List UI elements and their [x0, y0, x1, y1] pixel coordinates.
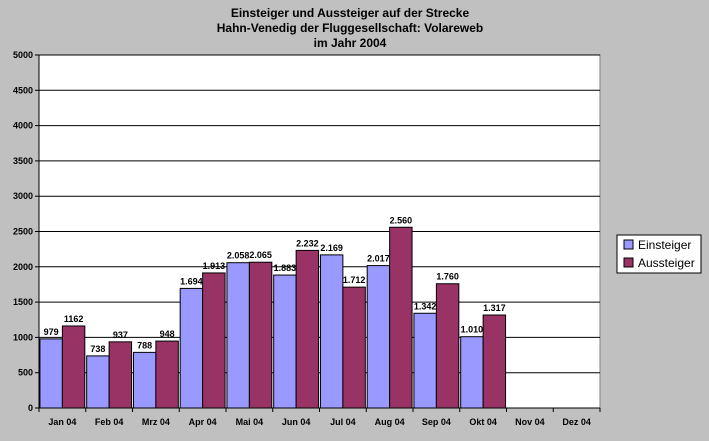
x-tick-label: Apr 04: [189, 417, 217, 427]
bar-aussteiger: [61, 325, 86, 409]
y-tick-label: 500: [18, 368, 33, 378]
x-tick-label: Sep 04: [422, 417, 451, 427]
x-tick-label: Aug 04: [375, 417, 405, 427]
gridlines: [39, 54, 600, 374]
data-label-einsteiger: 1.883: [274, 263, 297, 273]
data-label-einsteiger: 1.342: [414, 301, 437, 311]
x-tick-label: Nov 04: [515, 417, 545, 427]
bar-aussteiger: [482, 314, 507, 409]
data-label-einsteiger: 2.017: [367, 254, 390, 264]
x-tick-label: Okt 04: [469, 417, 497, 427]
legend-swatch-aussteiger: [623, 257, 634, 268]
bar-einsteiger: [273, 274, 297, 409]
bar-einsteiger: [413, 312, 437, 409]
y-tick-label: 0: [28, 403, 33, 413]
bar-aussteiger: [435, 283, 460, 409]
data-label-einsteiger: 2.169: [320, 243, 343, 253]
bar-einsteiger: [132, 351, 157, 409]
bar-einsteiger: [179, 287, 204, 409]
y-tick-label: 3500: [13, 156, 33, 166]
bar-aussteiger: [155, 340, 179, 409]
data-label-einsteiger: 788: [137, 340, 152, 350]
x-tick-label: Mrz 04: [142, 417, 170, 427]
x-tick-label: Feb 04: [95, 417, 124, 427]
bar-einsteiger: [319, 254, 344, 409]
y-tick-label: 3000: [13, 191, 33, 201]
x-tick-label: Mai 04: [236, 417, 264, 427]
bar-einsteiger: [39, 338, 63, 409]
bar-aussteiger: [108, 341, 133, 409]
data-label-einsteiger: 1.010: [461, 325, 484, 335]
legend-label-einsteiger: Einsteiger: [638, 238, 691, 252]
bar-aussteiger: [248, 261, 273, 409]
x-tick-label: Jan 04: [48, 417, 76, 427]
data-label-aussteiger: 1.913: [203, 261, 226, 271]
x-tick-label: Dez 04: [562, 417, 591, 427]
legend-swatch-einsteiger: [623, 239, 634, 250]
data-label-aussteiger: 1.712: [343, 275, 366, 285]
data-label-aussteiger: 2.232: [296, 238, 319, 248]
y-tick-label: 1500: [13, 297, 33, 307]
data-label-einsteiger: 1.694: [180, 276, 203, 286]
bar-einsteiger: [226, 262, 250, 409]
y-tick-label: 4000: [13, 121, 33, 131]
y-tick-label: 1000: [13, 332, 33, 342]
chart-title-line-2: Hahn-Venedig der Fluggesellschaft: Volar…: [217, 21, 484, 35]
bar-einsteiger: [366, 265, 391, 409]
data-label-einsteiger: 2.058: [227, 251, 250, 261]
data-label-aussteiger: 948: [160, 329, 175, 339]
bar-aussteiger: [202, 272, 226, 409]
bar-aussteiger: [389, 226, 413, 409]
axes: 0 500 1000 1500 2000 2500 3000 3500 4000 4500 5000…: [13, 50, 601, 427]
bar-aussteiger: [342, 286, 366, 409]
data-label-aussteiger: 1.317: [483, 303, 506, 313]
data-label-aussteiger: 2.560: [390, 215, 413, 225]
chart-title-line-1: Einsteiger und Aussteiger auf der Streck…: [231, 6, 470, 20]
data-label-aussteiger: 937: [113, 330, 128, 340]
data-label-aussteiger: 1162: [64, 314, 84, 324]
bars: [39, 226, 507, 409]
data-label-aussteiger: 2.065: [249, 250, 272, 260]
bar-einsteiger: [460, 336, 484, 409]
y-tick-label: 4500: [13, 85, 33, 95]
chart-title-line-3: im Jahr 2004: [314, 36, 387, 50]
y-tick-label: 5000: [13, 50, 33, 60]
x-tick-label: Jul 04: [330, 417, 356, 427]
bar-einsteiger: [86, 355, 110, 409]
y-tick-label: 2000: [13, 262, 33, 272]
bar-aussteiger: [295, 249, 320, 409]
data-label-einsteiger: 979: [44, 327, 59, 337]
x-tick-label: Jun 04: [282, 417, 311, 427]
data-label-aussteiger: 1.760: [436, 272, 459, 282]
data-label-einsteiger: 738: [90, 344, 105, 354]
legend: Einsteiger Aussteiger: [616, 234, 702, 274]
legend-label-aussteiger: Aussteiger: [638, 256, 695, 270]
y-tick-label: 2500: [13, 227, 33, 237]
